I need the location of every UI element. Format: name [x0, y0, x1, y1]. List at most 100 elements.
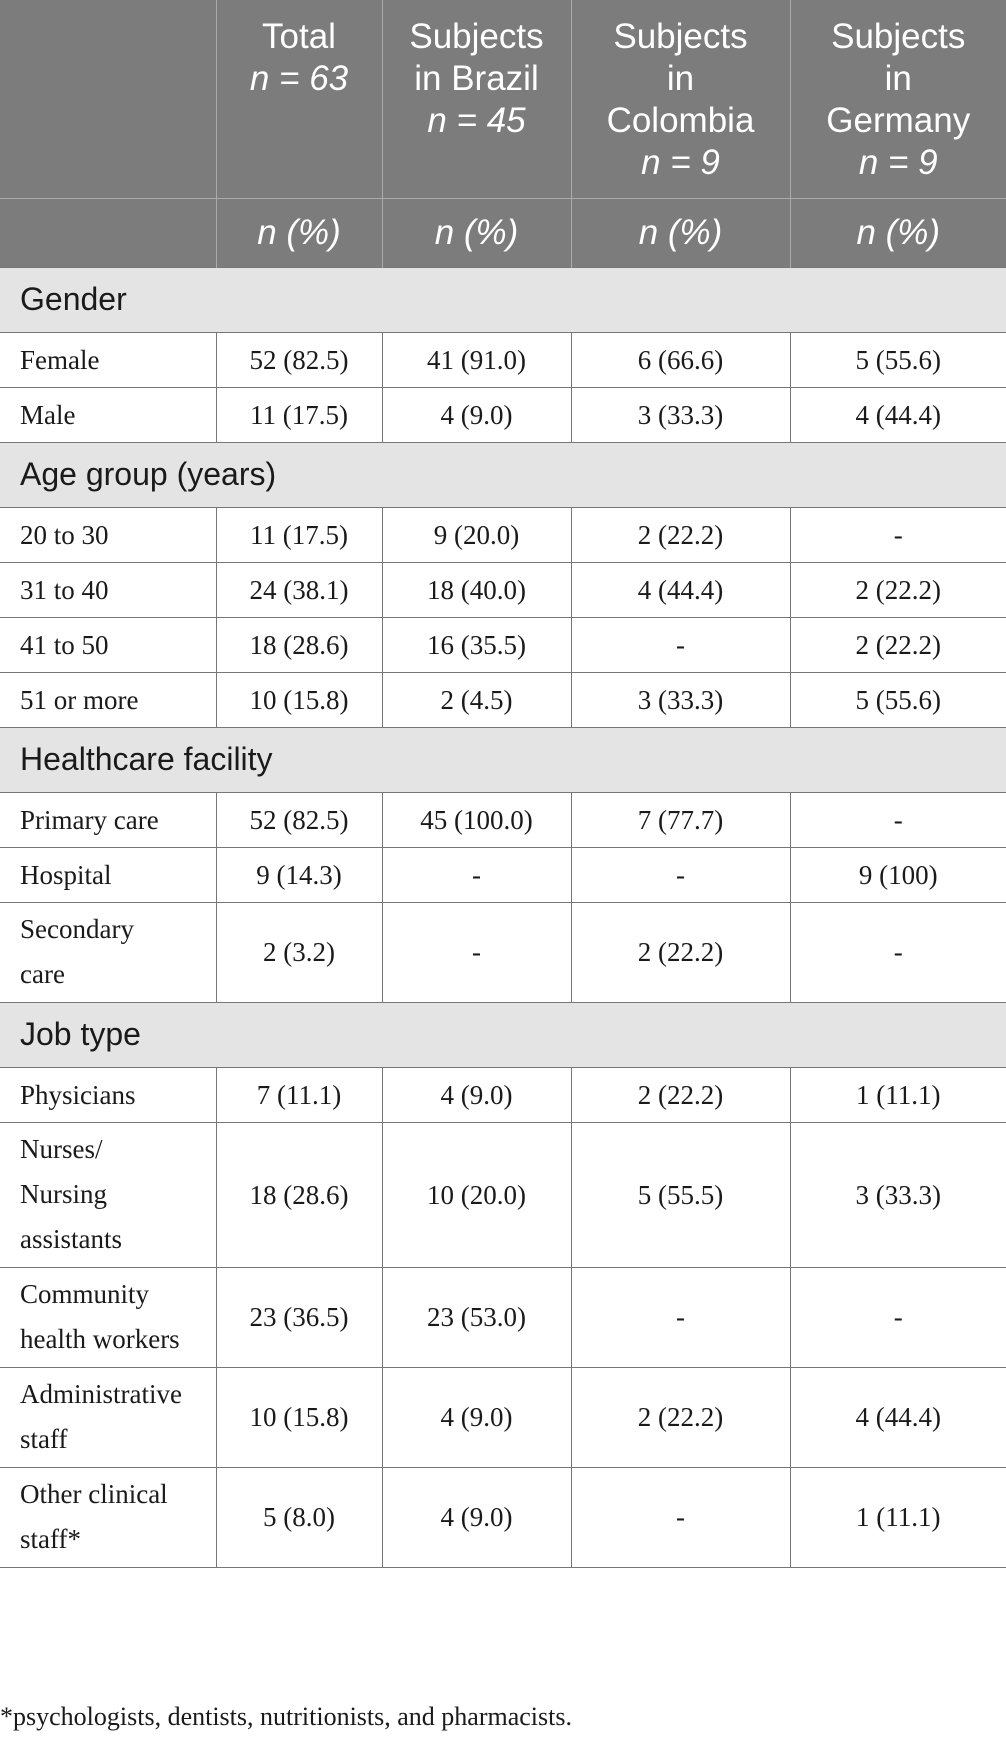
value-cell: 5 (55.5)	[570, 1121, 791, 1268]
value-cell: 9 (14.3)	[215, 846, 383, 903]
header-sub-total-text: n (%)	[257, 212, 341, 252]
section-header-row: Age group (years)	[0, 441, 1006, 508]
row-label: Female	[0, 331, 217, 388]
value-cell: -	[789, 791, 1006, 848]
value-cell: 2 (22.2)	[570, 1366, 791, 1468]
header-colombia: Subjects in Colombia n = 9	[571, 0, 791, 198]
row-label: Primary care	[0, 791, 217, 848]
header-sub-germany-text: n (%)	[856, 212, 941, 252]
value-cell: 3 (33.3)	[570, 671, 791, 728]
header-brazil-label: Subjects in Brazil	[409, 17, 544, 98]
value-cell: 18 (28.6)	[215, 616, 383, 673]
value-cell: 2 (3.2)	[215, 901, 383, 1003]
table-row: Male 11 (17.5) 4 (9.0) 3 (33.3) 4 (44.4)	[0, 386, 1006, 443]
value-cell: 4 (9.0)	[381, 386, 572, 443]
value-cell: 11 (17.5)	[215, 506, 383, 563]
value-cell: 24 (38.1)	[215, 561, 383, 618]
table-row: Physicians 7 (11.1) 4 (9.0) 2 (22.2) 1 (11.1…	[0, 1066, 1006, 1123]
row-label: Secondary care	[0, 901, 217, 1003]
section-title: Job type	[0, 1001, 1006, 1068]
value-cell: -	[570, 846, 791, 903]
header-sub-colombia: n (%)	[571, 197, 791, 267]
row-label-wrap: Nurses/ Nursing assistants	[20, 1134, 123, 1254]
value-cell: 2 (22.2)	[570, 506, 791, 563]
header-brazil-n-text: n = 45	[427, 101, 526, 140]
header-sub-brazil: n (%)	[382, 197, 572, 267]
header-colombia-label: Subjects in Colombia	[606, 17, 755, 140]
row-label-wrap: Other clinical staff*	[20, 1479, 168, 1554]
value-cell: -	[570, 616, 791, 673]
row-label-wrap: Administrative staff	[20, 1379, 182, 1454]
table-row: Hospital 9 (14.3) - -9 (100)	[0, 846, 1006, 903]
section-header-row: Job type	[0, 1001, 1006, 1068]
header-total-n-text: n = 63	[249, 59, 349, 98]
header-sub-colombia-text: n (%)	[638, 212, 723, 252]
value-cell: -	[381, 846, 572, 903]
section-title: Gender	[0, 266, 1006, 333]
row-label: 41 to 50	[0, 616, 217, 673]
table-body: Gender Female 52 (82.5) 41 (91.0) 6 (66.6) 5 …	[0, 266, 1006, 1568]
row-label: 20 to 30	[0, 506, 217, 563]
row-label: 31 to 40	[0, 561, 217, 618]
row-label: Hospital	[0, 846, 217, 903]
section-header-row: Healthcare facility	[0, 726, 1006, 793]
value-cell: 4 (9.0)	[381, 1466, 572, 1568]
row-label-wrap: Community health workers	[20, 1279, 180, 1354]
value-cell: 2 (22.2)	[789, 561, 1006, 618]
header-total-n: n = 63	[217, 58, 382, 100]
table-row: 31 to 40 24 (38.1) 18 (40.0) 4 (44.4) 2 (22.…	[0, 561, 1006, 618]
value-cell: -	[570, 1466, 791, 1568]
row-label: Nurses/ Nursing assistants	[0, 1121, 217, 1268]
value-cell: 45 (100.0)	[381, 791, 572, 848]
value-cell: 4 (44.4)	[570, 561, 791, 618]
value-cell: 2 (22.2)	[789, 616, 1006, 673]
header-brazil-n: n = 45	[383, 100, 571, 142]
value-cell: -	[570, 1266, 791, 1368]
table-row: Nurses/ Nursing assistants 18 (28.6) 10 (2…	[0, 1121, 1006, 1268]
header-germany: Subjects in Germany n = 9	[790, 0, 1006, 198]
value-cell: 1 (11.1)	[789, 1066, 1006, 1123]
value-cell: -	[789, 1266, 1006, 1368]
row-label: 51 or more	[0, 671, 217, 728]
table-row: Primary care 52 (82.5) 45 (100.0) 7 (77.7) -	[0, 791, 1006, 848]
value-cell: 52 (82.5)	[215, 791, 383, 848]
value-cell: 18 (40.0)	[381, 561, 572, 618]
table-row: 20 to 30 11 (17.5) 9 (20.0) 2 (22.2) -	[0, 506, 1006, 563]
value-cell: 3 (33.3)	[789, 1121, 1006, 1268]
value-cell: 7 (11.1)	[215, 1066, 383, 1123]
section-header-row: Gender	[0, 266, 1006, 333]
value-cell: 18 (28.6)	[215, 1121, 383, 1268]
value-cell: 4 (44.4)	[789, 386, 1006, 443]
value-cell: 4 (44.4)	[789, 1366, 1006, 1468]
value-cell: 16 (35.5)	[381, 616, 572, 673]
table-row: 51 or more 10 (15.8) 2 (4.5) 3 (33.3) 5 (55.…	[0, 671, 1006, 728]
value-cell: 41 (91.0)	[381, 331, 572, 388]
header-colombia-n-text: n = 9	[641, 143, 720, 182]
value-cell: 5 (55.6)	[789, 331, 1006, 388]
section-title: Age group (years)	[0, 441, 1006, 508]
row-label-wrap: Secondary care	[20, 914, 134, 989]
table-header: Total n = 63 Subjects in Brazil n = 45 S…	[0, 0, 1006, 267]
header-colombia-n: n = 9	[572, 142, 790, 184]
value-cell: 23 (36.5)	[215, 1266, 383, 1368]
table-row: 41 to 50 18 (28.6) 16 (35.5) -2 (22.2)	[0, 616, 1006, 673]
value-cell: 52 (82.5)	[215, 331, 383, 388]
header-sub-total: n (%)	[216, 197, 383, 267]
header-total-label: Total	[262, 17, 336, 56]
table-footnote: *psychologists, dentists, nutritionists,…	[0, 1702, 572, 1731]
value-cell: 3 (33.3)	[570, 386, 791, 443]
value-cell: -	[381, 901, 572, 1003]
header-germany-n: n = 9	[791, 142, 1006, 184]
header-empty-cell	[0, 0, 217, 198]
value-cell: -	[789, 901, 1006, 1003]
header-germany-label: Subjects in Germany	[826, 17, 971, 140]
value-cell: 5 (8.0)	[215, 1466, 383, 1568]
value-cell: 7 (77.7)	[570, 791, 791, 848]
header-total: Total n = 63	[216, 0, 383, 198]
table-row: Administrative staff 10 (15.8) 4 (9.0) 2 (2…	[0, 1366, 1006, 1468]
row-label: Physicians	[0, 1066, 217, 1123]
value-cell: 23 (53.0)	[381, 1266, 572, 1368]
table-row: Female 52 (82.5) 41 (91.0) 6 (66.6) 5 (55.6)	[0, 331, 1006, 388]
value-cell: 10 (15.8)	[215, 671, 383, 728]
value-cell: 6 (66.6)	[570, 331, 791, 388]
